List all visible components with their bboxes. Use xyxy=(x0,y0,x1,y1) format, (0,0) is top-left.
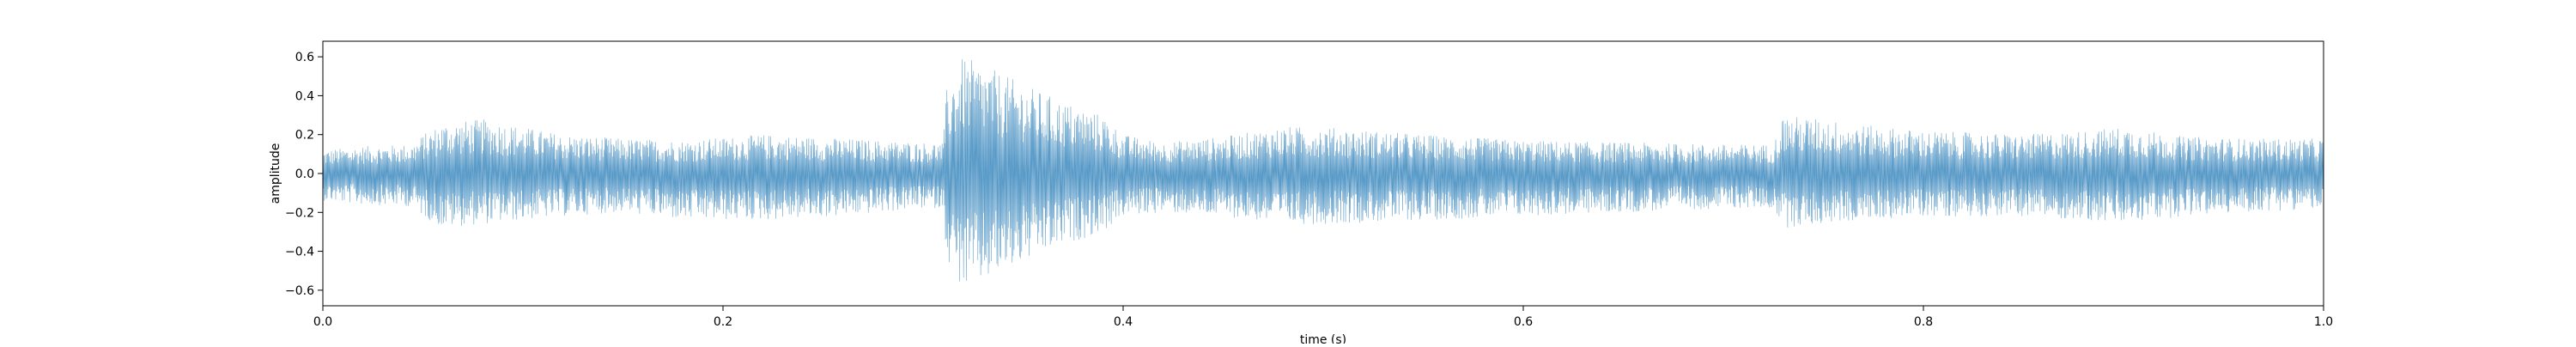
x-tick-label: 0.8 xyxy=(1914,315,1933,329)
plot-area xyxy=(322,40,2324,307)
x-tick-label: 1.0 xyxy=(2314,315,2333,329)
x-axis: 0.0 0.2 0.4 0.6 0.8 1.0 xyxy=(313,306,2333,329)
y-axis: 0.6 0.4 0.2 0.0 −0.2 −0.4 −0.6 xyxy=(285,51,323,298)
y-tick-label: 0.0 xyxy=(295,167,314,181)
y-tick-label: 0.6 xyxy=(295,51,314,64)
x-tick-label: 0.4 xyxy=(1114,315,1133,329)
x-tick-label: 0.6 xyxy=(1514,315,1533,329)
y-tick-label: −0.6 xyxy=(285,284,314,298)
y-tick-label: 0.2 xyxy=(295,129,314,143)
waveform-series xyxy=(322,59,2324,282)
y-tick-label: 0.4 xyxy=(295,89,314,103)
y-tick-label: −0.2 xyxy=(285,206,314,220)
y-tick-label: −0.4 xyxy=(285,246,314,259)
x-tick-label: 0.0 xyxy=(313,315,332,329)
x-tick-label: 0.2 xyxy=(714,315,732,329)
y-axis-label: amplitude xyxy=(269,143,283,204)
x-axis-label: time (s) xyxy=(1300,333,1346,344)
waveform-line xyxy=(322,59,2324,282)
